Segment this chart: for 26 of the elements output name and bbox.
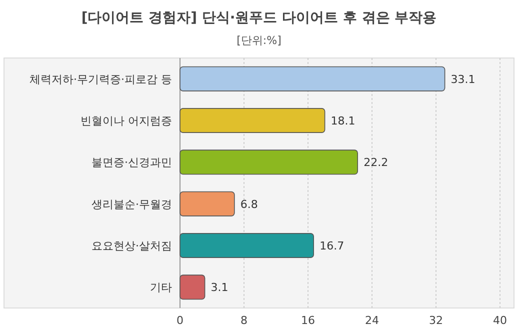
- y-tick-label: 생리불순·무월경: [92, 198, 172, 211]
- x-tick-label: 16: [301, 314, 315, 327]
- chart-subtitle: [단위:%]: [236, 34, 282, 47]
- data-label: 18.1: [330, 114, 356, 128]
- bar: [180, 191, 235, 216]
- data-label: 6.8: [240, 198, 258, 211]
- data-label: 16.7: [320, 240, 344, 252]
- bar: [180, 66, 446, 92]
- bar: [180, 150, 358, 175]
- y-tick-label: 기타: [150, 281, 172, 294]
- x-tick-label: 40: [493, 314, 507, 327]
- x-tick-label: 24: [365, 314, 379, 327]
- y-tick-label: 요요현상·살처짐: [92, 240, 172, 252]
- data-label: 3.1: [210, 281, 228, 294]
- data-label: 33.1: [450, 72, 476, 86]
- x-tick-label: 32: [429, 314, 443, 327]
- chart-title: [다이어트 경험자] 단식·원푸드 다이어트 후 겪은 부작용: [81, 10, 437, 26]
- bar: [180, 108, 326, 133]
- x-tick-label: 8: [240, 314, 248, 327]
- x-tick-label: 0: [176, 314, 184, 327]
- data-label: 22.2: [364, 156, 388, 170]
- bar: [180, 274, 206, 300]
- y-tick-label: 빈혈이나 어지럼증: [80, 114, 172, 128]
- y-tick-label: 불면증·신경과민: [92, 156, 172, 170]
- bar: [180, 233, 314, 258]
- y-tick-label: 체력저하·무기력증·피로감 등: [30, 72, 172, 86]
